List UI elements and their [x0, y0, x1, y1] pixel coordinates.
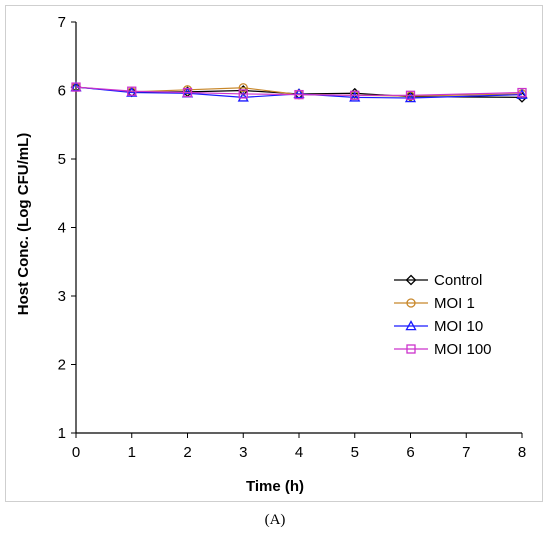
- data-point-moi-10: [293, 88, 305, 99]
- x-axis-title: Time (h): [246, 478, 304, 495]
- data-point-moi-10: [237, 91, 249, 102]
- x-tick-label: 5: [351, 444, 359, 461]
- x-tick-label: 6: [406, 444, 414, 461]
- series-line-moi-10: [75, 86, 523, 99]
- legend-label-control: Control: [434, 272, 482, 289]
- series-line-moi-100: [75, 86, 523, 96]
- x-tick-label: 4: [295, 444, 303, 461]
- legend-label-moi-100: MOI 100: [434, 341, 492, 358]
- panel-label: (A): [264, 512, 286, 528]
- legend-label-moi-10: MOI 10: [434, 318, 483, 335]
- legend-marker-moi-10: [405, 320, 417, 331]
- data-point-moi-100: [350, 90, 360, 100]
- x-tick-label: 1: [128, 444, 136, 461]
- legend-label-moi-1: MOI 1: [434, 295, 475, 312]
- y-tick-label: 7: [58, 14, 66, 31]
- series-layer: [70, 81, 528, 103]
- x-tick-label: 7: [462, 444, 470, 461]
- data-point-moi-100: [182, 87, 193, 98]
- data-point-moi-100: [238, 89, 248, 99]
- data-point-moi-100: [517, 87, 527, 98]
- y-tick-label: 4: [58, 220, 66, 237]
- legend-marker-moi-1: [406, 298, 416, 308]
- legend: Control MOI 1 MOI 10 MOI 100: [394, 272, 492, 358]
- y-tick-label: 5: [58, 151, 66, 168]
- x-tick-label: 0: [72, 444, 80, 461]
- legend-item-moi-100: MOI 100: [394, 341, 492, 358]
- x-tick-label: 8: [518, 444, 526, 461]
- x-tick-label: 3: [239, 444, 247, 461]
- data-point-moi-100: [71, 82, 81, 92]
- x-tick-label: 2: [183, 444, 191, 461]
- y-tick-label: 1: [58, 425, 66, 442]
- y-tick-label: 6: [58, 83, 66, 100]
- series-moi-100: [71, 82, 527, 100]
- legend-marker-control: [405, 274, 417, 286]
- legend-marker-moi-100: [406, 344, 416, 354]
- data-point-moi-10: [126, 86, 138, 97]
- data-point-moi-100: [294, 89, 304, 100]
- data-point-moi-100: [127, 86, 137, 96]
- data-point-moi-10: [349, 91, 361, 102]
- y-axis-title: Host Conc. (Log CFU/mL): [15, 133, 32, 315]
- legend-item-control: Control: [394, 272, 482, 289]
- data-point-moi-10: [516, 88, 528, 99]
- y-tick-label: 2: [58, 357, 66, 374]
- data-point-moi-10: [404, 92, 417, 103]
- y-tick-label: 3: [58, 288, 66, 305]
- data-point-moi-100: [405, 90, 416, 100]
- legend-item-moi-1: MOI 1: [394, 295, 475, 312]
- data-point-control: [237, 85, 249, 96]
- series-moi-10: [70, 81, 528, 103]
- legend-item-moi-10: MOI 10: [394, 318, 483, 335]
